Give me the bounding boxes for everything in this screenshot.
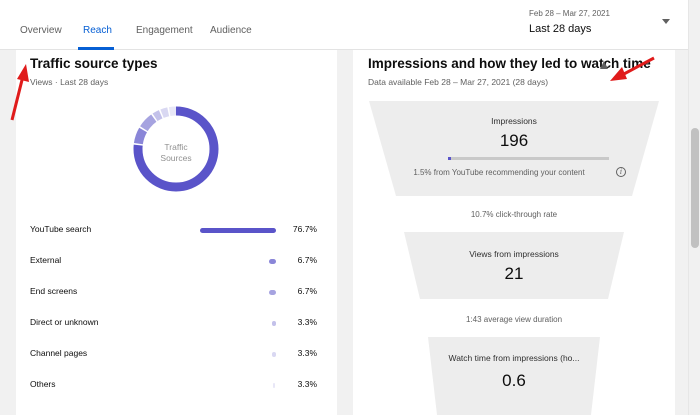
source-percent: 3.3% <box>297 348 317 358</box>
source-bar <box>269 259 276 264</box>
donut-svg <box>133 106 219 192</box>
source-row-channel-pages[interactable]: Channel pages 3.3% <box>30 348 320 362</box>
source-row-external[interactable]: External 6.7% <box>30 255 320 269</box>
watch-time-value[interactable]: 0.6 <box>502 371 526 390</box>
source-bar <box>200 228 276 233</box>
traffic-card-title: Traffic source types <box>30 56 158 71</box>
red-arrow-annotation-right <box>610 56 655 81</box>
scrollbar[interactable] <box>688 0 700 415</box>
traffic-source-card: Traffic source types Views · Last 28 day… <box>16 50 337 415</box>
tab-reach[interactable]: Reach <box>83 25 112 36</box>
source-label: Others <box>30 379 56 389</box>
source-bar <box>269 290 276 295</box>
active-tab-indicator <box>78 47 114 50</box>
source-row-youtube-search[interactable]: YouTube search 76.7% <box>30 224 320 238</box>
impressions-value[interactable]: 196 <box>499 131 529 150</box>
source-bar <box>272 352 276 357</box>
funnel-shape <box>369 101 659 415</box>
source-percent: 76.7% <box>292 224 317 234</box>
source-percent: 3.3% <box>297 379 317 389</box>
ctr-text: 10.7% click-through rate <box>470 210 558 219</box>
donut-center-label: Traffic Sources <box>131 142 221 164</box>
warning-icon[interactable] <box>600 61 608 69</box>
source-row-others[interactable]: Others 3.3% <box>30 379 320 393</box>
yt-recommend-text: 1.5% from YouTube recommending your cont… <box>413 168 585 177</box>
tab-overview[interactable]: Overview <box>20 25 62 36</box>
tab-engagement[interactable]: Engagement <box>136 25 193 36</box>
traffic-card-subtitle: Views · Last 28 days <box>30 77 109 87</box>
source-label: End screens <box>30 286 78 296</box>
source-bar <box>273 383 275 388</box>
donut-label-line2: Sources <box>160 153 192 163</box>
info-icon[interactable]: i <box>616 167 626 177</box>
source-row-end-screens[interactable]: End screens 6.7% <box>30 286 320 300</box>
impressions-card-title: Impressions and how they led to watch ti… <box>368 56 651 71</box>
source-label: Direct or unknown <box>30 317 99 327</box>
traffic-donut-chart[interactable]: Traffic Sources <box>131 104 221 194</box>
source-percent: 3.3% <box>297 317 317 327</box>
impressions-funnel: Impressions 196 1.5% from YouTube recomm… <box>369 101 659 415</box>
donut-label-line1: Traffic <box>164 142 188 152</box>
impressions-card: Impressions and how they led to watch ti… <box>353 50 675 415</box>
views-value[interactable]: 21 <box>504 264 524 283</box>
source-label: External <box>30 255 62 265</box>
source-bar <box>272 321 276 326</box>
source-label: YouTube search <box>30 224 92 234</box>
red-arrow-annotation-left <box>10 64 29 121</box>
yt-recommend-progress-fill <box>448 157 452 160</box>
yt-recommend-progress <box>448 157 609 160</box>
date-range-selector[interactable]: Last 28 days <box>529 23 592 35</box>
source-percent: 6.7% <box>297 255 317 265</box>
date-range-dates[interactable]: Feb 28 – Mar 27, 2021 <box>529 9 610 18</box>
donut-segment-others[interactable] <box>133 106 219 192</box>
avg-duration-text: 1:43 average view duration <box>465 315 563 324</box>
impressions-card-subtitle: Data available Feb 28 – Mar 27, 2021 (28… <box>368 77 549 87</box>
source-percent: 6.7% <box>297 286 317 296</box>
scrollbar-thumb[interactable] <box>691 128 699 248</box>
top-bar: Overview Reach Engagement Audience Feb 2… <box>0 0 688 50</box>
impressions-label: Impressions <box>491 116 537 126</box>
source-label: Channel pages <box>30 348 88 358</box>
chevron-down-icon[interactable] <box>662 19 670 24</box>
tab-audience[interactable]: Audience <box>210 25 252 36</box>
views-label: Views from impressions <box>469 249 559 259</box>
watch-time-label: Watch time from impressions (ho... <box>448 353 580 363</box>
source-row-direct-or-unknown[interactable]: Direct or unknown 3.3% <box>30 317 320 331</box>
